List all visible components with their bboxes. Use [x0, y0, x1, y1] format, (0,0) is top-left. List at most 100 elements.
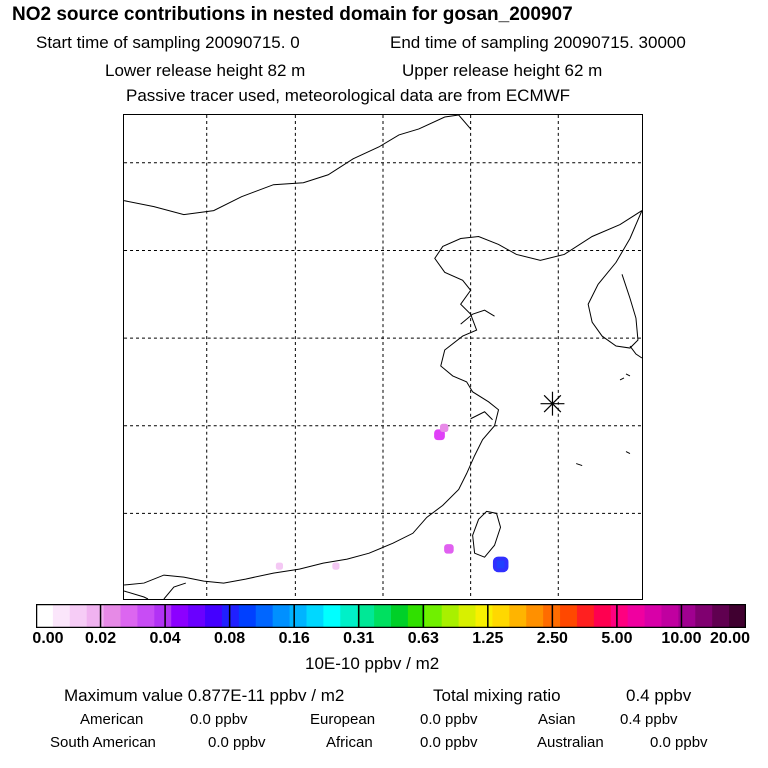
colorbar-swatch [576, 604, 595, 628]
region-value-asian: 0.4 ppbv [620, 711, 678, 728]
colorbar-swatch [289, 604, 307, 628]
hotspot-layer [275, 423, 509, 573]
colorbar-swatch [661, 604, 679, 628]
korea-coast [587, 210, 642, 349]
region-name-asian: Asian [538, 711, 576, 728]
tracer-note: Passive tracer used, meteorological data… [126, 86, 571, 105]
colorbar-tick-label: 0.00 [32, 630, 64, 647]
colorbar-swatch [644, 604, 662, 628]
island-2 [619, 377, 625, 381]
colorbar-swatch [475, 604, 493, 628]
colorbar-tick-label: 0.08 [214, 630, 246, 647]
shandong-peninsula [460, 309, 495, 325]
start-time-label: Start time of sampling 20090715. 0 [36, 33, 300, 52]
region-name-european: European [310, 711, 376, 728]
colorbar-swatch [86, 604, 105, 628]
chart-title: NO2 source contributions in nested domai… [12, 4, 573, 25]
colorbar-swatch [340, 604, 358, 628]
hotspot-core [496, 560, 505, 569]
colorbar-tick-label: 0.63 [407, 630, 439, 647]
colorbar-tick-label: 10.00 [661, 630, 702, 647]
grid-lines [124, 115, 642, 599]
map-plot [123, 114, 643, 600]
region-name-african: African [326, 734, 373, 751]
colorbar-swatch [357, 604, 375, 628]
region-value-australian: 0.0 ppbv [650, 734, 708, 751]
mongolia-border [124, 115, 459, 216]
colorbar-unit: 10E-10 ppbv / m2 [305, 654, 440, 673]
colorbar-swatch [154, 604, 172, 628]
end-time-label: End time of sampling 20090715. 30000 [390, 33, 686, 52]
colorbar-swatch [306, 604, 324, 628]
colorbar-swatch [492, 604, 510, 628]
colorbar-swatch [441, 604, 460, 628]
colorbar-swatch [52, 604, 71, 628]
colorbar-swatch [272, 604, 291, 628]
hotspot [440, 423, 449, 433]
colorbar-swatch [103, 604, 122, 628]
region-value-european: 0.0 ppbv [420, 711, 478, 728]
colorbar-swatch [255, 604, 274, 628]
receptor-star-arm [543, 394, 562, 413]
colorbar-tick-label: 0.31 [343, 630, 375, 647]
colorbar-swatch [391, 604, 409, 628]
colorbar-swatch [560, 604, 578, 628]
island-3 [625, 451, 631, 455]
island-4 [576, 463, 583, 467]
colorbar-swatch [695, 604, 713, 628]
region-value-american: 0.0 ppbv [190, 711, 248, 728]
colorbar-tick-label: 1.25 [472, 630, 504, 647]
max-value-label: Maximum value 0.877E-11 ppbv / m2 [64, 686, 345, 705]
colorbar-tick-label: 20.00 [709, 630, 751, 647]
vietnam-coast [163, 582, 186, 599]
colorbar-swatch [205, 604, 223, 628]
lower-height-label: Lower release height 82 m [105, 61, 306, 80]
total-mixing-label: Total mixing ratio [433, 686, 561, 705]
hotspot [444, 544, 454, 554]
colorbar-swatch [424, 604, 443, 628]
region-value-south-american: 0.0 ppbv [208, 734, 266, 751]
colorbar-tick-label: 0.16 [278, 630, 310, 647]
total-mixing-value: 0.4 ppbv [626, 686, 692, 705]
hotspot [275, 562, 284, 570]
colorbar-swatch [221, 604, 240, 628]
japan-coast [629, 345, 642, 359]
region-name-american: American [80, 711, 144, 728]
colorbar-swatch [458, 604, 477, 628]
colorbar-swatch [69, 604, 88, 628]
island-1 [625, 373, 631, 377]
yangtze-estuary [470, 411, 493, 421]
colorbar-frame [36, 604, 746, 628]
colorbar-swatch [509, 604, 527, 628]
region-name-south-american: South American [50, 734, 156, 751]
colorbar-swatch [137, 604, 155, 628]
colorbar-tick-label: 2.50 [536, 630, 568, 647]
colorbar-swatch [593, 604, 612, 628]
colorbar-swatch [729, 604, 746, 628]
hotspot [332, 562, 340, 570]
colorbar-swatch [323, 604, 341, 628]
russia-border [458, 115, 472, 130]
colorbar-tick-label: 0.02 [84, 630, 117, 647]
colorbar-swatch [238, 604, 257, 628]
colorbar-swatch [610, 604, 629, 628]
colorbar [36, 604, 746, 628]
colorbar-swatch [526, 604, 544, 628]
region-value-african: 0.0 ppbv [420, 734, 478, 751]
taiwan [472, 510, 502, 558]
colorbar-swatch [678, 604, 696, 628]
colorbar-tick-label: 5.00 [601, 630, 633, 647]
colorbar-tick-label: 0.04 [149, 630, 181, 647]
colorbar-swatch [627, 604, 646, 628]
colorbar-swatch [171, 604, 189, 628]
colorbar-swatch [407, 604, 426, 628]
hainan-coast [124, 590, 149, 599]
colorbar-swatch [120, 604, 138, 628]
hotspot [434, 429, 445, 441]
colorbar-swatch [188, 604, 206, 628]
colorbar-swatch [712, 604, 730, 628]
colorbar-swatch [36, 604, 54, 628]
colorbar-swatch [374, 604, 392, 628]
china-coast [124, 210, 642, 586]
region-name-australian: Australian [537, 734, 604, 751]
